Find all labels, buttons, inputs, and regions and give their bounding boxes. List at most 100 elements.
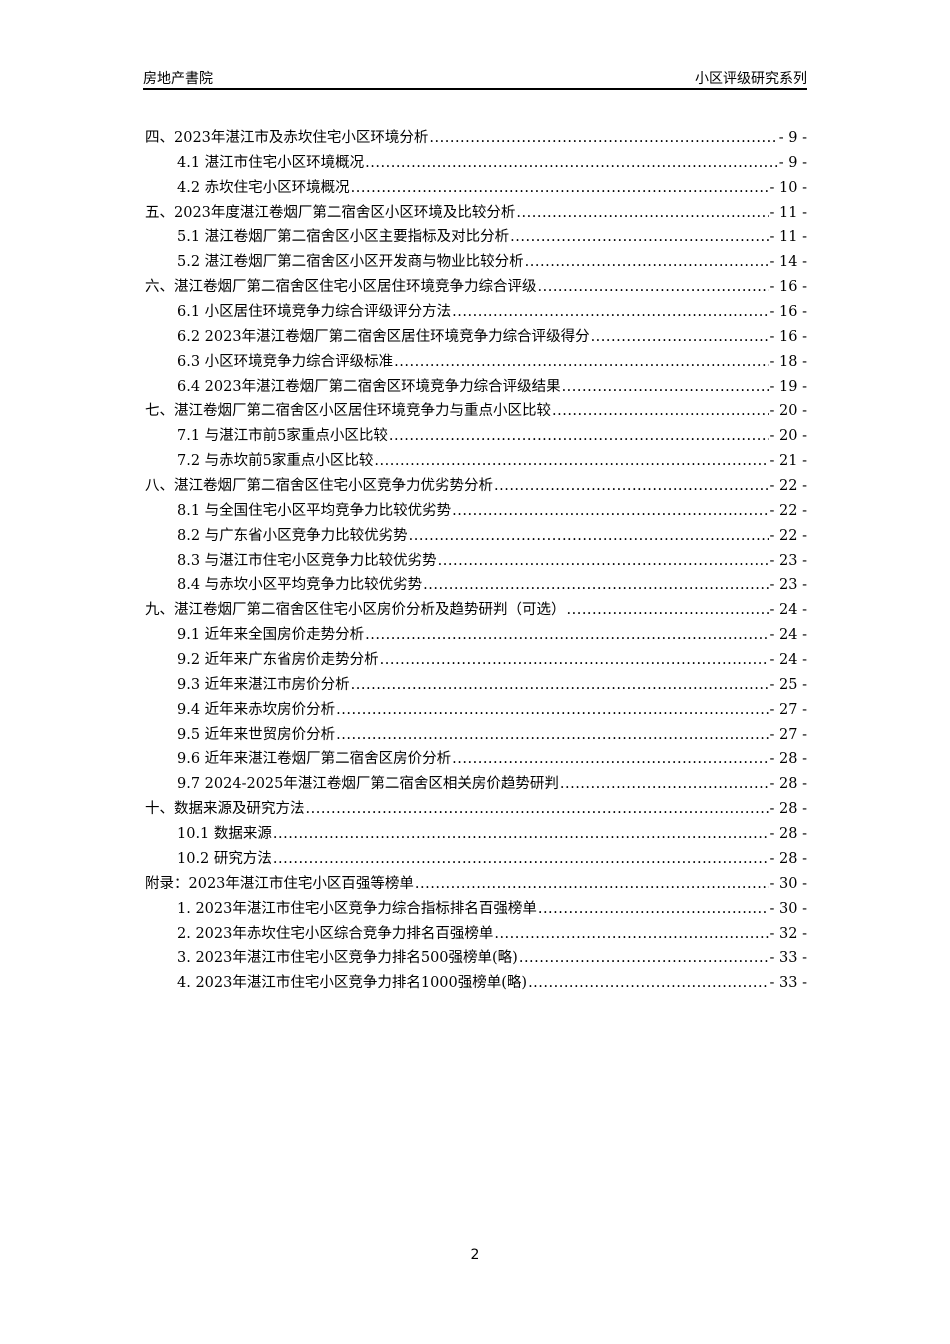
toc-entry[interactable]: 10.2 研究方法 - 28 - (145, 847, 807, 872)
toc-entry[interactable]: 1. 2023年湛江市住宅小区竞争力综合指标排名百强榜单 - 30 - (145, 897, 807, 922)
toc-entry[interactable]: 6.4 2023年湛江卷烟厂第二宿舍区环境竞争力综合评级结果 - 19 - (145, 375, 807, 400)
toc-entry[interactable]: 3. 2023年湛江市住宅小区竞争力排名500强榜单(略) - 33 - (145, 946, 807, 971)
toc-dot-leader (336, 702, 768, 718)
toc-entry-label: 9.4 近年来赤坎房价分析 (177, 701, 336, 718)
toc-entry[interactable]: 9.5 近年来世贸房价分析 - 27 - (145, 723, 807, 748)
toc-entry-label: 10.2 研究方法 (177, 850, 272, 867)
toc-dot-leader (380, 652, 769, 668)
toc-dot-leader (591, 329, 769, 345)
toc-entry-label: 4. 2023年湛江市住宅小区竞争力排名1000强榜单(略) (177, 975, 528, 992)
toc-entry-label: 2. 2023年赤坎住宅小区综合竞争力排名百强榜单 (177, 925, 494, 942)
toc-entry[interactable]: 9.3 近年来湛江市房价分析 - 25 - (145, 673, 807, 698)
toc-entry[interactable]: 6.3 小区环境竞争力综合评级标准 - 18 - (145, 350, 807, 375)
table-of-contents: 四、2023年湛江市及赤坎住宅小区环境分析- 9 -4.1 湛江市住宅小区环境概… (145, 126, 807, 996)
toc-dot-leader (562, 379, 769, 395)
toc-dot-leader (374, 453, 768, 469)
toc-entry-page: - 14 - (769, 254, 807, 271)
toc-dot-leader (567, 602, 769, 618)
toc-entry-label: 九、湛江卷烟厂第二宿舍区住宅小区房价分析及趋势研判（可选） (145, 602, 566, 619)
toc-entry-page: - 27 - (769, 726, 807, 743)
toc-entry[interactable]: 4.2 赤坎住宅小区环境概况 - 10 - (145, 176, 807, 201)
toc-entry-page: - 24 - (769, 627, 807, 644)
toc-entry-label: 6.3 小区环境竞争力综合评级标准 (177, 353, 394, 370)
toc-entry-page: - 23 - (769, 552, 807, 569)
toc-entry-page: - 24 - (769, 602, 807, 619)
toc-entry[interactable]: 5.2 湛江卷烟厂第二宿舍区小区开发商与物业比较分析 - 14 - (145, 250, 807, 275)
toc-entry[interactable]: 8.2 与广东省小区竞争力比较优劣势 - 22 - (145, 524, 807, 549)
toc-dot-leader (538, 901, 769, 917)
toc-entry[interactable]: 9.4 近年来赤坎房价分析 - 27 - (145, 698, 807, 723)
toc-entry-label: 8.4 与赤坎小区平均竞争力比较优劣势 (177, 577, 423, 594)
toc-entry[interactable]: 七、湛江卷烟厂第二宿舍区小区居住环境竞争力与重点小区比较 - 20 - (145, 399, 807, 424)
toc-entry[interactable]: 附录：2023年湛江市住宅小区百强等榜单 - 30 - (145, 872, 807, 897)
toc-entry-page: - 22 - (769, 502, 807, 519)
toc-entry-page: - 18 - (769, 353, 807, 370)
toc-dot-leader (452, 304, 768, 320)
toc-entry[interactable]: 2. 2023年赤坎住宅小区综合竞争力排名百强榜单 - 32 - (145, 922, 807, 947)
toc-entry[interactable]: 6.1 小区居住环境竞争力综合评级评分方法 - 16 - (145, 300, 807, 325)
page-header: 房地产書院 小区评级研究系列 (143, 66, 807, 90)
header-publisher: 房地产書院 (143, 71, 213, 87)
toc-dot-leader (351, 180, 769, 196)
toc-entry-page: - 30 - (769, 875, 807, 892)
toc-entry[interactable]: 9.1 近年来全国房价走势分析 - 24 - (145, 623, 807, 648)
toc-dot-leader (394, 354, 768, 370)
toc-entry[interactable]: 八、湛江卷烟厂第二宿舍区住宅小区竞争力优劣势分析 - 22 - (145, 474, 807, 499)
toc-entry-label: 3. 2023年湛江市住宅小区竞争力排名500强榜单(略) (177, 950, 518, 967)
toc-dot-leader (409, 528, 769, 544)
toc-entry-page: - 28 - (769, 801, 807, 818)
toc-entry[interactable]: 9.6 近年来湛江卷烟厂第二宿舍区房价分析 - 28 - (145, 747, 807, 772)
toc-entry[interactable]: 5.1 湛江卷烟厂第二宿舍区小区主要指标及对比分析 - 11 - (145, 225, 807, 250)
toc-entry[interactable]: 6.2 2023年湛江卷烟厂第二宿舍区居住环境竞争力综合评级得分 - 16 - (145, 325, 807, 350)
toc-entry[interactable]: 4.1 湛江市住宅小区环境概况 - 9 - (145, 151, 807, 176)
toc-entry[interactable]: 十、数据来源及研究方法 - 28 - (145, 797, 807, 822)
toc-entry-label: 4.2 赤坎住宅小区环境概况 (177, 179, 350, 196)
toc-entry-page: - 22 - (769, 478, 807, 495)
toc-entry[interactable]: 四、2023年湛江市及赤坎住宅小区环境分析 - 9 - (145, 126, 807, 151)
toc-entry[interactable]: 六、湛江卷烟厂第二宿舍区住宅小区居住环境竞争力综合评级 - 16 - (145, 275, 807, 300)
toc-entry[interactable]: 4. 2023年湛江市住宅小区竞争力排名1000强榜单(略) - 33 - (145, 971, 807, 996)
toc-entry-label: 附录：2023年湛江市住宅小区百强等榜单 (145, 875, 414, 892)
toc-entry-label: 9.6 近年来湛江卷烟厂第二宿舍区房价分析 (177, 751, 452, 768)
toc-dot-leader (510, 229, 768, 245)
toc-entry-label: 10.1 数据来源 (177, 826, 272, 843)
toc-entry-page: - 24 - (769, 652, 807, 669)
toc-entry-page: - 33 - (769, 950, 807, 967)
toc-entry-label: 4.1 湛江市住宅小区环境概况 (177, 154, 365, 171)
toc-entry[interactable]: 7.2 与赤坎前5家重点小区比较 - 21 - (145, 449, 807, 474)
toc-dot-leader (273, 826, 769, 842)
toc-dot-leader (306, 801, 769, 817)
toc-entry-label: 5.1 湛江卷烟厂第二宿舍区小区主要指标及对比分析 (177, 229, 510, 246)
toc-entry-page: - 28 - (769, 751, 807, 768)
toc-entry[interactable]: 10.1 数据来源 - 28 - (145, 822, 807, 847)
toc-entry[interactable]: 8.4 与赤坎小区平均竞争力比较优劣势 - 23 - (145, 573, 807, 598)
toc-entry-label: 9.5 近年来世贸房价分析 (177, 726, 336, 743)
toc-entry-label: 6.2 2023年湛江卷烟厂第二宿舍区居住环境竞争力综合评级得分 (177, 328, 590, 345)
toc-entry-page: - 21 - (769, 453, 807, 470)
toc-dot-leader (519, 950, 769, 966)
toc-entry-label: 八、湛江卷烟厂第二宿舍区住宅小区竞争力优劣势分析 (145, 478, 493, 495)
toc-entry-page: - 16 - (769, 328, 807, 345)
toc-entry-label: 七、湛江卷烟厂第二宿舍区小区居住环境竞争力与重点小区比较 (145, 403, 551, 420)
toc-dot-leader (560, 776, 769, 792)
toc-entry-page: - 9 - (778, 130, 807, 146)
toc-dot-leader (538, 279, 769, 295)
toc-entry[interactable]: 九、湛江卷烟厂第二宿舍区住宅小区房价分析及趋势研判（可选） - 24 - (145, 598, 807, 623)
toc-entry-label: 7.1 与湛江市前5家重点小区比较 (177, 428, 388, 445)
toc-entry-page: - 28 - (769, 826, 807, 843)
toc-dot-leader (494, 478, 769, 494)
toc-dot-leader (528, 975, 768, 991)
toc-entry-page: - 11 - (769, 204, 807, 221)
toc-entry[interactable]: 8.3 与湛江市住宅小区竞争力比较优劣势 - 23 - (145, 549, 807, 574)
toc-entry[interactable]: 7.1 与湛江市前5家重点小区比较 - 20 - (145, 424, 807, 449)
toc-entry-label: 9.3 近年来湛江市房价分析 (177, 676, 350, 693)
toc-entry[interactable]: 9.7 2024-2025年湛江卷烟厂第二宿舍区相关房价趋势研判 - 28 - (145, 772, 807, 797)
toc-entry[interactable]: 五、2023年度湛江卷烟厂第二宿舍区小区环境及比较分析 - 11 - (145, 201, 807, 226)
toc-dot-leader (552, 403, 769, 419)
toc-entry-label: 六、湛江卷烟厂第二宿舍区住宅小区居住环境竞争力综合评级 (145, 279, 537, 296)
toc-dot-leader (365, 627, 768, 643)
toc-entry[interactable]: 9.2 近年来广东省房价走势分析 - 24 - (145, 648, 807, 673)
toc-entry-page: - 16 - (769, 279, 807, 296)
toc-entry[interactable]: 8.1 与全国住宅小区平均竞争力比较优劣势 - 22 - (145, 499, 807, 524)
header-series: 小区评级研究系列 (695, 71, 807, 87)
